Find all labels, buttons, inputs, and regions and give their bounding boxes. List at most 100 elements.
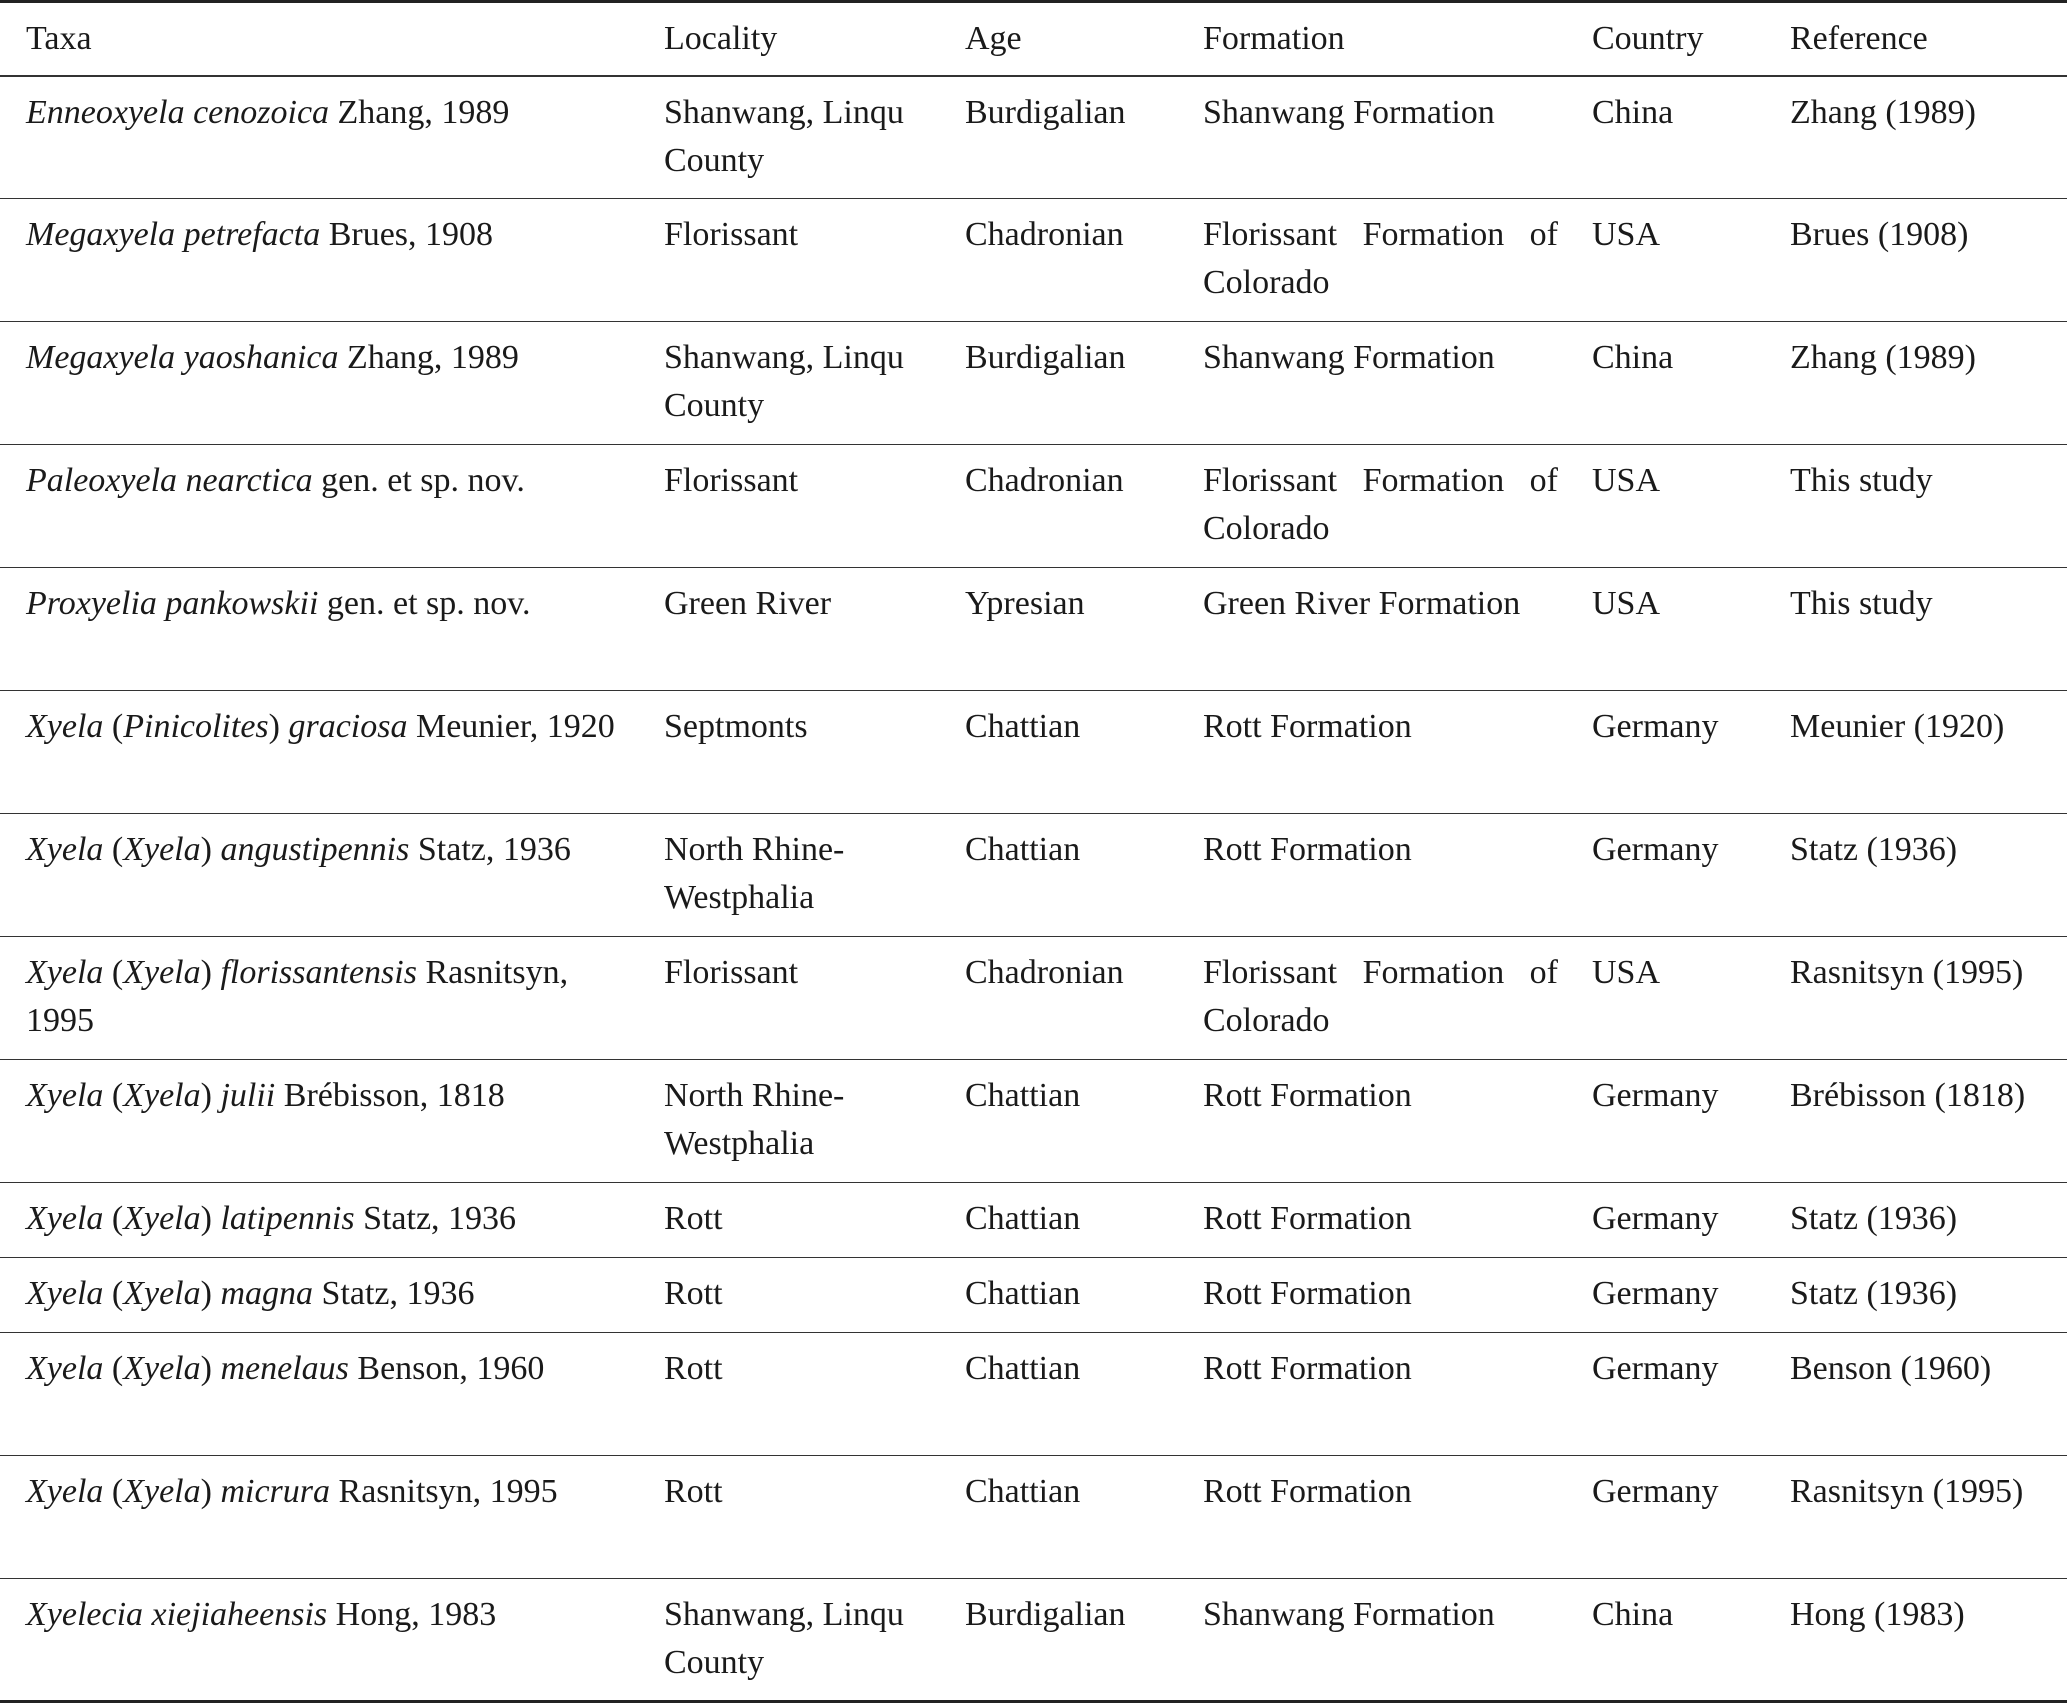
taxon-cell: Paleoxyela nearctica gen. et sp. nov. [0, 445, 664, 568]
reference-cell: Statz (1936) [1790, 831, 1958, 868]
taxon-name: Xyela [123, 831, 201, 868]
taxon-text: ( [103, 1200, 124, 1237]
taxon-cell: Megaxyela yaoshanica Zhang, 1989 [0, 322, 664, 445]
taxon-text: ( [103, 1275, 124, 1312]
locality-cell: Florissant [664, 216, 799, 253]
country-cell: Germany [1592, 708, 1719, 745]
table-row: Enneoxyela cenozoica Zhang, 1989 Shanwang… [0, 76, 2067, 199]
age-cell: Chadronian [965, 216, 1124, 253]
formation-cell: Rott Formation [1203, 1473, 1412, 1510]
table-row: Xyela (Pinicolites) graciosa Meunier, 19… [0, 691, 2067, 814]
country-cell: Germany [1592, 831, 1719, 868]
taxon-text: ) [200, 1473, 221, 1510]
taxon-cell: Xyelecia xiejiaheensis Hong, 1983 [0, 1579, 664, 1702]
age-cell: Chadronian [965, 462, 1124, 499]
taxon-text: Statz, 1936 [354, 1200, 517, 1237]
taxon-name: Xyela [123, 1275, 201, 1312]
taxon-name: Pinicolites [123, 708, 269, 745]
taxon-name: Xyela [123, 1473, 201, 1510]
age-cell: Burdigalian [965, 1596, 1126, 1633]
country-cell: Germany [1592, 1350, 1719, 1387]
formation-cell: Shanwang Formation [1203, 339, 1495, 376]
taxon-cell: Xyela (Xyela) angustipennis Statz, 1936 [0, 814, 664, 937]
reference-cell: Zhang (1989) [1790, 339, 1977, 376]
taxon-text: ( [103, 708, 124, 745]
taxon-name: Xyela [123, 1200, 201, 1237]
table-row: Xyela (Xyela) florissantensis Rasnitsyn,… [0, 937, 2067, 1060]
locality-cell: Rott [664, 1275, 723, 1312]
table-row: Xyelecia xiejiaheensis Hong, 1983 Shanwan… [0, 1579, 2067, 1702]
age-cell: Chattian [965, 831, 1081, 868]
formation-cell: Rott Formation [1203, 1077, 1412, 1114]
country-cell: USA [1592, 585, 1661, 622]
taxon-text: gen. et sp. nov. [318, 585, 531, 622]
taxon-name: graciosa [288, 708, 408, 745]
locality-cell: Florissant [664, 462, 799, 499]
table-row: Xyela (Xyela) micrura Rasnitsyn, 1995 Rot… [0, 1456, 2067, 1579]
formation-cell: Shanwang Formation [1203, 93, 1495, 131]
column-header: Taxa [26, 20, 92, 57]
reference-cell: This study [1790, 585, 1933, 622]
column-header: Reference [1790, 20, 1928, 57]
taxon-cell: Xyela (Xyela) magna Statz, 1936 [0, 1258, 664, 1333]
country-cell: China [1592, 339, 1674, 376]
taxon-text: Brébisson, 1818 [275, 1077, 505, 1114]
taxon-text: ( [103, 954, 124, 991]
taxon-name: Megaxyela yaoshanica [26, 339, 339, 376]
age-cell: Chattian [965, 1200, 1081, 1237]
country-cell: USA [1592, 462, 1661, 499]
reference-cell: Brébisson (1818) [1790, 1077, 2026, 1114]
formation-cell: Rott Formation [1203, 1350, 1412, 1387]
taxon-text: ) [200, 1350, 221, 1387]
locality-cell: Shanwang, Linqu County [664, 1596, 904, 1681]
taxon-text: ) [200, 1077, 221, 1114]
taxon-name: Xyela [123, 954, 201, 991]
locality-cell: Septmonts [664, 708, 808, 745]
reference-cell: Hong (1983) [1790, 1596, 1965, 1633]
taxon-text: ) [200, 954, 221, 991]
locality-cell: Rott [664, 1350, 723, 1387]
taxon-cell: Xyela (Xyela) latipennis Statz, 1936 [0, 1183, 664, 1258]
taxon-text: Brues, 1908 [320, 216, 494, 253]
locality-cell: Rott [664, 1473, 723, 1510]
formation-cell: Florissant Formation of Colorado [1203, 462, 1558, 547]
taxon-text: ) [200, 1200, 221, 1237]
taxon-name: latipennis [220, 1200, 355, 1237]
locality-cell: North Rhine-Westphalia [664, 1077, 845, 1162]
table-row: Paleoxyela nearctica gen. et sp. nov. Flo… [0, 445, 2067, 568]
taxon-name: Xyela [26, 1275, 104, 1312]
taxon-name: Xyela [26, 1473, 104, 1510]
taxon-cell: Xyela (Xyela) florissantensis Rasnitsyn,… [0, 937, 664, 1060]
taxon-text: Meunier, 1920 [407, 708, 615, 745]
header-row: Taxa Locality Age Formation Country Reference [0, 2, 2067, 76]
formation-cell: Shanwang Formation [1203, 1596, 1495, 1633]
taxon-text: ( [103, 1473, 124, 1510]
taxon-cell: Enneoxyela cenozoica Zhang, 1989 [0, 76, 664, 199]
age-cell: Ypresian [965, 585, 1085, 622]
taxon-name: micrura [220, 1473, 331, 1510]
age-cell: Chattian [965, 1275, 1081, 1312]
formation-cell: Rott Formation [1203, 1200, 1412, 1237]
taxon-cell: Xyela (Xyela) menelaus Benson, 1960 [0, 1333, 664, 1456]
locality-cell: Shanwang, Linqu County [664, 93, 904, 179]
country-cell: Germany [1592, 1077, 1719, 1114]
taxon-name: florissantensis [220, 954, 417, 991]
taxon-text: Rasnitsyn, 1995 [330, 1473, 558, 1510]
taxon-name: julii [220, 1077, 276, 1114]
taxon-cell: Xyela (Xyela) micrura Rasnitsyn, 1995 [0, 1456, 664, 1579]
taxon-name: Xyela [26, 1200, 104, 1237]
table-row: Xyela (Xyela) julii Brébisson, 1818 North… [0, 1060, 2067, 1183]
reference-cell: Rasnitsyn (1995) [1790, 1473, 2024, 1510]
taxon-cell: Megaxyela petrefacta Brues, 1908 [0, 199, 664, 322]
age-cell: Burdigalian [965, 93, 1126, 131]
reference-cell: Brues (1908) [1790, 216, 1969, 253]
taxon-name: Enneoxyela cenozoica [26, 93, 330, 131]
country-cell: China [1592, 1596, 1674, 1633]
country-cell: USA [1592, 216, 1661, 253]
locality-cell: Florissant [664, 954, 799, 991]
taxon-name: angustipennis [220, 831, 410, 868]
taxon-text: ( [103, 1077, 124, 1114]
taxon-cell: Xyela (Xyela) julii Brébisson, 1818 [0, 1060, 664, 1183]
taxon-name: Xyela [26, 708, 104, 745]
